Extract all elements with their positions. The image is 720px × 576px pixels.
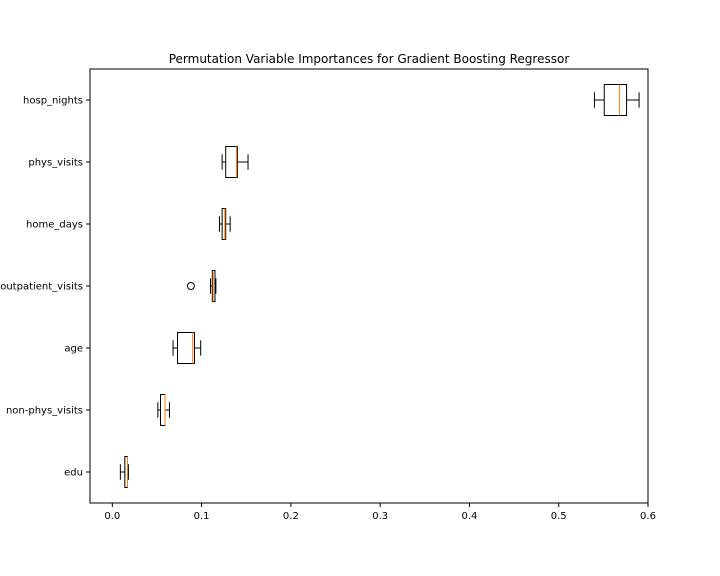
x-tick-label: 0.1 bbox=[194, 511, 210, 522]
x-tick-label: 0.3 bbox=[372, 511, 388, 522]
boxplot-outpatient_visits bbox=[186, 270, 217, 302]
y-tick-label: phys_visits bbox=[28, 158, 83, 169]
x-tick-label: 0.6 bbox=[640, 511, 656, 522]
boxplot-phys_visits bbox=[221, 146, 249, 178]
y-tick-label: age bbox=[64, 344, 83, 355]
y-axis: hosp_nights phys_visits home_days outpatien… bbox=[0, 96, 90, 479]
boxplot-hosp_nights bbox=[593, 84, 640, 116]
box bbox=[225, 146, 238, 178]
boxplot-edu bbox=[119, 456, 129, 488]
plot-area bbox=[119, 84, 640, 488]
x-axis: 0.0 0.1 0.2 0.3 0.4 0.5 0.6 bbox=[104, 503, 656, 522]
y-tick-label: non-phys_visits bbox=[6, 406, 83, 417]
chart-title: Permutation Variable Importances for Gra… bbox=[169, 52, 570, 66]
y-tick-label: home_days bbox=[26, 220, 83, 231]
y-tick-label: hosp_nights bbox=[23, 96, 83, 107]
box bbox=[603, 84, 628, 116]
flier-point bbox=[186, 282, 195, 290]
boxplot-home_days bbox=[218, 208, 231, 240]
boxplot-non-phys_visits bbox=[157, 394, 170, 426]
y-tick-label: edu bbox=[64, 468, 83, 479]
x-tick-label: 0.5 bbox=[551, 511, 567, 522]
box bbox=[176, 332, 195, 364]
y-tick-label: outpatient_visits bbox=[0, 282, 83, 293]
x-tick-label: 0.2 bbox=[283, 511, 299, 522]
box bbox=[160, 394, 166, 426]
box bbox=[221, 208, 227, 240]
boxplot-age bbox=[172, 332, 202, 364]
x-tick-label: 0.4 bbox=[461, 511, 477, 522]
axes-frame bbox=[89, 68, 649, 504]
x-tick-label: 0.0 bbox=[104, 511, 120, 522]
